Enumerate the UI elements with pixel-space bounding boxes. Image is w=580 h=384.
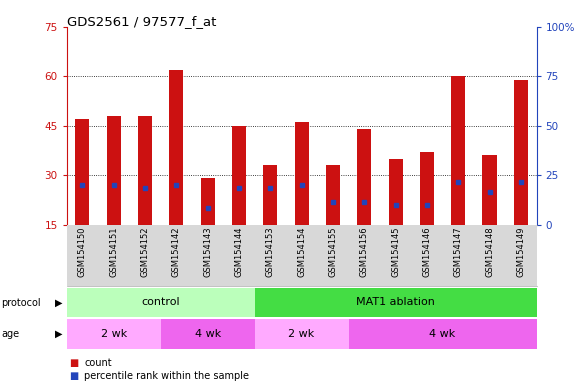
Text: ▶: ▶ — [55, 298, 62, 308]
Bar — [138, 116, 152, 225]
Bar — [295, 122, 309, 225]
Text: GSM154146: GSM154146 — [422, 227, 432, 277]
Text: GSM154153: GSM154153 — [266, 227, 275, 277]
Bar — [201, 179, 215, 225]
Bar — [255, 319, 349, 349]
Bar — [263, 166, 277, 225]
Bar — [67, 288, 255, 317]
Text: GSM154142: GSM154142 — [172, 227, 181, 277]
Bar — [451, 76, 465, 225]
Text: 4 wk: 4 wk — [429, 329, 456, 339]
Text: 2 wk: 2 wk — [288, 329, 315, 339]
Text: 2 wk: 2 wk — [100, 329, 127, 339]
Bar — [169, 70, 183, 225]
Bar — [514, 79, 528, 225]
Text: GSM154152: GSM154152 — [140, 227, 150, 277]
Text: GSM154150: GSM154150 — [78, 227, 87, 277]
Bar — [326, 166, 340, 225]
Bar — [107, 116, 121, 225]
Bar — [75, 119, 89, 225]
Text: ▶: ▶ — [55, 329, 62, 339]
Text: GSM154151: GSM154151 — [109, 227, 118, 277]
Text: GSM154149: GSM154149 — [516, 227, 525, 277]
Text: count: count — [84, 358, 112, 368]
Text: percentile rank within the sample: percentile rank within the sample — [84, 371, 249, 381]
Text: ■: ■ — [70, 371, 79, 381]
Text: GSM154154: GSM154154 — [297, 227, 306, 277]
Bar — [232, 126, 246, 225]
Text: 4 wk: 4 wk — [194, 329, 221, 339]
Bar — [255, 288, 536, 317]
Text: MAT1 ablation: MAT1 ablation — [356, 297, 435, 308]
Bar — [389, 159, 403, 225]
Text: GSM154156: GSM154156 — [360, 227, 369, 277]
Bar — [420, 152, 434, 225]
Text: GSM154145: GSM154145 — [391, 227, 400, 277]
Bar — [349, 319, 536, 349]
Text: control: control — [142, 297, 180, 308]
Text: ■: ■ — [70, 358, 79, 368]
Text: GDS2561 / 97577_f_at: GDS2561 / 97577_f_at — [67, 15, 216, 28]
Text: age: age — [1, 329, 19, 339]
Text: GSM154143: GSM154143 — [203, 227, 212, 277]
Text: protocol: protocol — [1, 298, 41, 308]
Bar — [67, 319, 161, 349]
Text: GSM154148: GSM154148 — [485, 227, 494, 277]
Text: GSM154144: GSM154144 — [234, 227, 244, 277]
Bar — [357, 129, 371, 225]
Text: GSM154155: GSM154155 — [328, 227, 338, 277]
Bar — [161, 319, 255, 349]
Text: GSM154147: GSM154147 — [454, 227, 463, 277]
Bar — [483, 156, 496, 225]
